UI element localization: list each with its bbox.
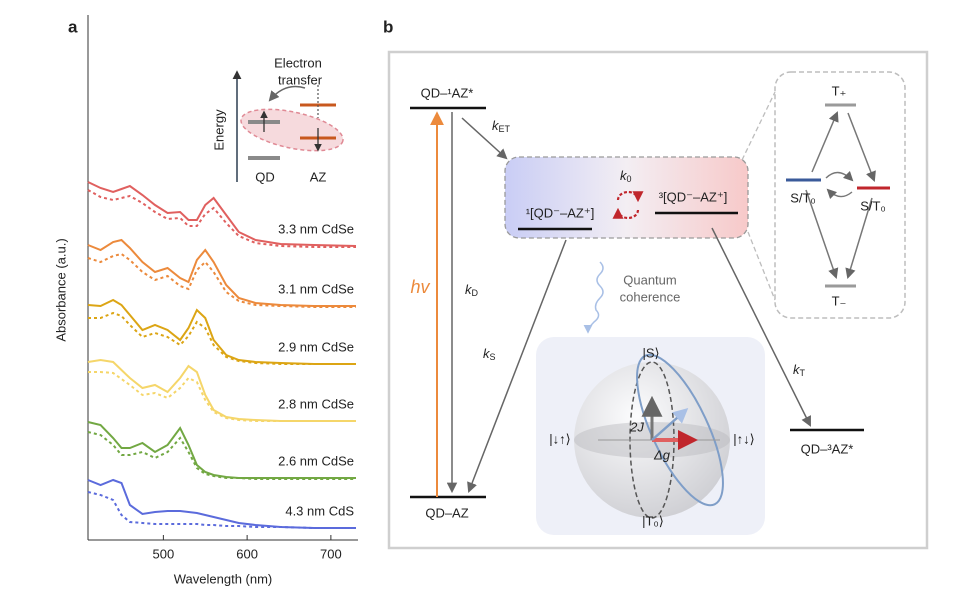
rate-symbol: k <box>793 362 801 377</box>
rate-sub: 0 <box>627 174 632 184</box>
line <box>87 421 356 479</box>
series-label: 2.9 nm CdSe <box>278 339 354 354</box>
sublevel-label: T₋ <box>832 293 847 308</box>
transfer-ellipse <box>240 108 344 152</box>
x-tick-label: 600 <box>236 546 258 561</box>
energy-label: Energy <box>211 109 226 151</box>
inset-label: AZ <box>310 169 327 184</box>
x-tick-label: 700 <box>320 546 342 561</box>
series-label: 3.3 nm CdSe <box>278 221 354 236</box>
rate-label: kT <box>793 362 806 378</box>
rate-label: kET <box>492 118 511 134</box>
sublevel-box <box>774 71 906 319</box>
sublevel-label: S/T₀ <box>790 190 816 205</box>
transition-arrow <box>805 189 839 279</box>
panel-frame <box>387 50 929 550</box>
dashed-line <box>87 189 356 248</box>
transition-arrow <box>847 112 876 182</box>
line <box>87 478 356 529</box>
coherence-label: coherence <box>620 289 681 304</box>
x-axis-label: Wavelength (nm) <box>174 571 273 586</box>
y-axis-label: Absorbance (a.u.) <box>53 238 68 341</box>
rate-symbol: k <box>492 118 500 133</box>
connector <box>741 91 776 161</box>
inset-label: QD <box>255 169 275 184</box>
state-label: ¹[QD⁻–AZ⁺] <box>526 205 595 220</box>
dashed-line <box>87 491 356 529</box>
series-label: 3.1 nm CdSe <box>278 281 354 296</box>
state-label: QD–³AZ* <box>801 441 854 456</box>
coherence-label: Quantum <box>623 272 676 287</box>
dashed-line <box>87 431 356 480</box>
state-label: QD–AZ <box>425 505 468 520</box>
series-label: 2.6 nm CdSe <box>278 453 354 468</box>
recombination-arrow <box>467 239 567 493</box>
exchange-label: 2J <box>629 419 644 434</box>
transition-arrow <box>845 197 873 280</box>
rate-symbol: k <box>483 346 491 361</box>
rate-sub: S <box>490 352 496 362</box>
rate-sub: D <box>472 288 479 298</box>
rate-sub: T <box>800 368 806 378</box>
sphere-label: |↑↓⟩ <box>733 431 754 446</box>
rate-symbol: k <box>465 282 473 297</box>
state-label: QD–¹AZ* <box>421 85 474 100</box>
line <box>87 238 356 307</box>
mixing-arrow <box>826 188 853 200</box>
sphere-label: |↓↑⟩ <box>549 431 570 446</box>
connector <box>747 231 776 301</box>
dashed-line <box>88 311 356 365</box>
annotation: Electron <box>274 55 322 70</box>
line <box>87 181 357 247</box>
transfer-arrow <box>268 85 306 102</box>
rate-label: kS <box>483 346 496 362</box>
inset-diagram: Energy Electron transfer QD AZ <box>211 55 344 184</box>
plot-area <box>87 15 358 541</box>
series-label: 4.3 nm CdS <box>285 503 354 518</box>
panel-label: a <box>68 17 78 36</box>
series-label: 2.8 nm CdSe <box>278 396 354 411</box>
sphere-label: |T₀⟩ <box>642 513 664 528</box>
transition-arrow <box>811 111 839 173</box>
rate-label: kD <box>465 282 479 298</box>
radical-pair-box <box>504 156 749 239</box>
spin-vector <box>651 408 689 441</box>
rate-sub: ET <box>499 124 511 134</box>
panel-label: b <box>383 17 393 36</box>
sphere-label: |S⟩ <box>642 345 659 360</box>
triplet-arrow <box>711 227 811 427</box>
excitation-label: hv <box>410 277 430 297</box>
annotation: transfer <box>278 72 323 87</box>
coherence-wave <box>583 261 604 334</box>
dashed-line <box>88 371 356 422</box>
interconversion-arrow <box>616 190 644 203</box>
rate-symbol: k <box>620 168 628 183</box>
state-label: ³[QD⁻–AZ⁺] <box>659 189 728 204</box>
x-tick-label: 500 <box>153 546 175 561</box>
interconversion-arrow <box>612 207 640 220</box>
zeeman-label: Δg <box>653 447 671 462</box>
mixing-arrow <box>825 170 854 182</box>
dashed-line <box>87 252 356 308</box>
line <box>87 358 356 422</box>
rate-label: k0 <box>620 168 632 184</box>
transfer-arrow <box>461 117 508 160</box>
sublevel-label: S/T₀ <box>860 198 886 213</box>
sublevel-label: T₊ <box>832 83 847 98</box>
